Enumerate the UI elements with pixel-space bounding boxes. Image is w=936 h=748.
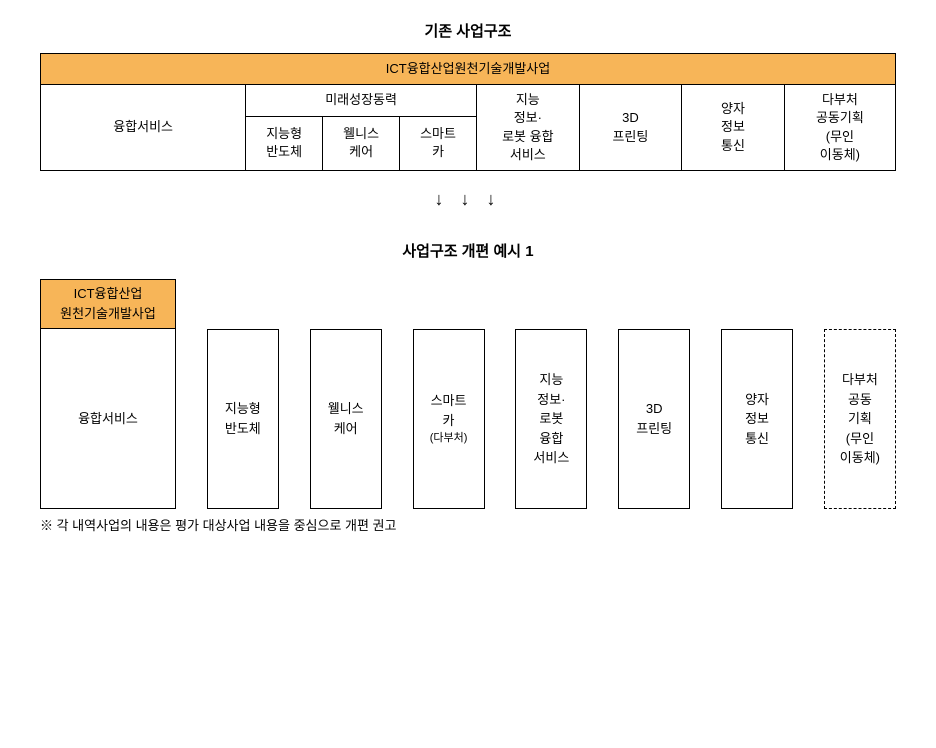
box-body-text-2: 웰니스 케어 xyxy=(328,399,364,438)
box-column-3: 스마트 카(다부처) xyxy=(413,329,485,509)
footnote: ※ 각 내역사업의 내용은 평가 대상사업 내용을 중심으로 개편 권고 xyxy=(40,515,896,534)
box-body-text-7: 다부처 공동 기획 (무인 이동체) xyxy=(840,370,880,468)
box-column-2: 웰니스 케어 xyxy=(310,329,382,509)
box-column-7: 다부처 공동 기획 (무인 이동체) xyxy=(824,329,896,509)
box-column-0: ICT융합산업 원천기술개발사업융합서비스 xyxy=(40,279,176,509)
table-header: ICT융합산업원천기술개발사업 xyxy=(41,54,896,85)
box-body-text-1: 지능형 반도체 xyxy=(225,399,261,438)
box-body-text-6: 양자 정보 통신 xyxy=(745,390,769,449)
box-body-text-5: 3D 프린팅 xyxy=(636,399,672,438)
cell-fusion-service: 융합서비스 xyxy=(41,85,246,171)
cell-wellness: 웰니스 케어 xyxy=(323,116,400,170)
box-column-6: 양자 정보 통신 xyxy=(721,329,793,509)
cell-future-growth: 미래성장동력 xyxy=(246,85,477,117)
box-body-3: 스마트 카(다부처) xyxy=(413,329,485,509)
box-body-text-3: 스마트 카 xyxy=(431,391,467,430)
box-sub-3: (다부처) xyxy=(430,430,468,447)
box-body-6: 양자 정보 통신 xyxy=(721,329,793,509)
section2-title: 사업구조 개편 예시 1 xyxy=(40,240,896,261)
cell-quantum: 양자 정보 통신 xyxy=(682,85,785,171)
box-column-1: 지능형 반도체 xyxy=(207,329,279,509)
box-column-4: 지능 정보· 로봇 융합 서비스 xyxy=(515,329,587,509)
box-header-0: ICT융합산업 원천기술개발사업 xyxy=(40,279,176,329)
box-body-0: 융합서비스 xyxy=(40,329,176,509)
box-column-5: 3D 프린팅 xyxy=(618,329,690,509)
box-body-text-0: 융합서비스 xyxy=(78,409,138,429)
boxes-container: ICT융합산업 원천기술개발사업융합서비스지능형 반도체웰니스 케어스마트 카(… xyxy=(40,279,896,509)
box-body-text-4: 지능 정보· 로봇 융합 서비스 xyxy=(533,370,569,468)
box-body-2: 웰니스 케어 xyxy=(310,329,382,509)
cell-multi-dept: 다부처 공동기획 (무인 이동체) xyxy=(784,85,895,171)
box-body-5: 3D 프린팅 xyxy=(618,329,690,509)
cell-3d-printing: 3D 프린팅 xyxy=(579,85,682,171)
box-body-7: 다부처 공동 기획 (무인 이동체) xyxy=(824,329,896,509)
cell-intelligence-robot: 지능 정보· 로봇 융합 서비스 xyxy=(477,85,580,171)
section1-title: 기존 사업구조 xyxy=(40,20,896,41)
cell-semiconductor: 지능형 반도체 xyxy=(246,116,323,170)
box-body-4: 지능 정보· 로봇 융합 서비스 xyxy=(515,329,587,509)
cell-smartcar: 스마트 카 xyxy=(400,116,477,170)
box-body-1: 지능형 반도체 xyxy=(207,329,279,509)
structure-table: ICT융합산업원천기술개발사업 융합서비스 미래성장동력 지능 정보· 로봇 융… xyxy=(40,53,896,171)
down-arrows: ↓ ↓ ↓ xyxy=(40,189,896,210)
